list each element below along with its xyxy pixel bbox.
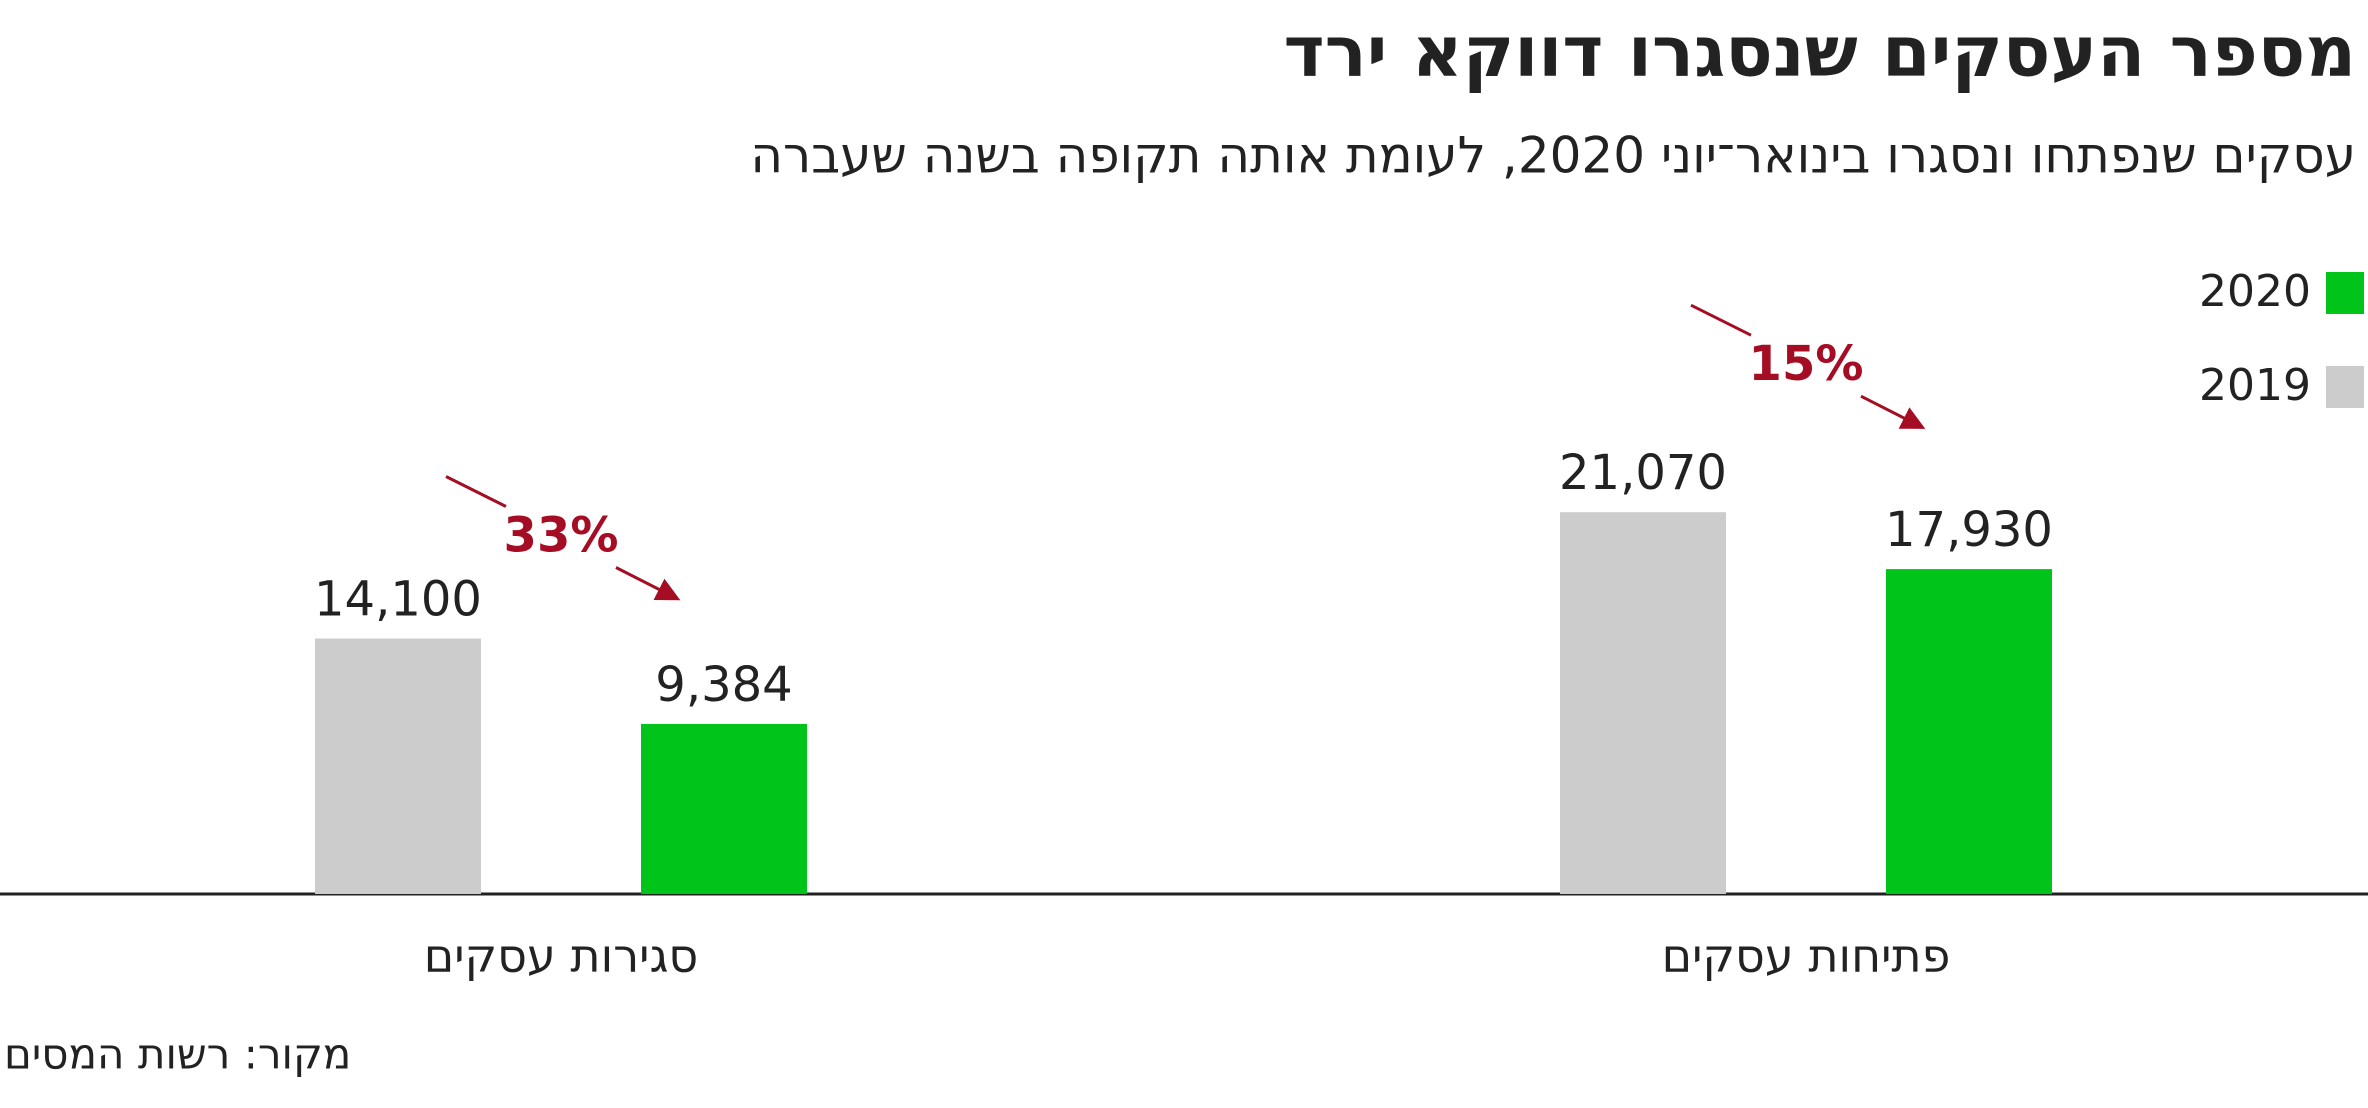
x-tick-label: פתיחות עסקים bbox=[1662, 929, 1951, 983]
x-tick-label: סגירות עסקים bbox=[424, 929, 699, 983]
chart-title: מספר העסקים שנסגרו דווקא ירד bbox=[1283, 11, 2356, 93]
legend-label: 2019 bbox=[2199, 360, 2311, 411]
value-label: 9,384 bbox=[655, 657, 792, 713]
value-label: 14,100 bbox=[314, 572, 482, 628]
source: מקור: רשות המסים bbox=[4, 1030, 351, 1079]
bar bbox=[315, 638, 481, 894]
legend-label: 2020 bbox=[2199, 266, 2311, 317]
annotation-arrow bbox=[1860, 394, 1926, 429]
bar bbox=[1886, 569, 2052, 894]
bar bbox=[1560, 512, 1726, 894]
bar bbox=[641, 723, 807, 894]
legend-swatch bbox=[2326, 272, 2364, 314]
legend-swatch bbox=[2326, 366, 2364, 408]
chart-subtitle: עסקים שנפתחו ונסגרו בינואר־יוני 2020, לע… bbox=[750, 127, 2356, 185]
annotation-arrow bbox=[445, 475, 507, 508]
annotation: 15% bbox=[1749, 336, 1864, 392]
annotation: 33% bbox=[504, 508, 619, 564]
annotation-arrow bbox=[1690, 303, 1752, 337]
annotation-arrow bbox=[615, 566, 681, 601]
value-label: 21,070 bbox=[1559, 445, 1727, 501]
value-label: 17,930 bbox=[1885, 502, 2053, 558]
